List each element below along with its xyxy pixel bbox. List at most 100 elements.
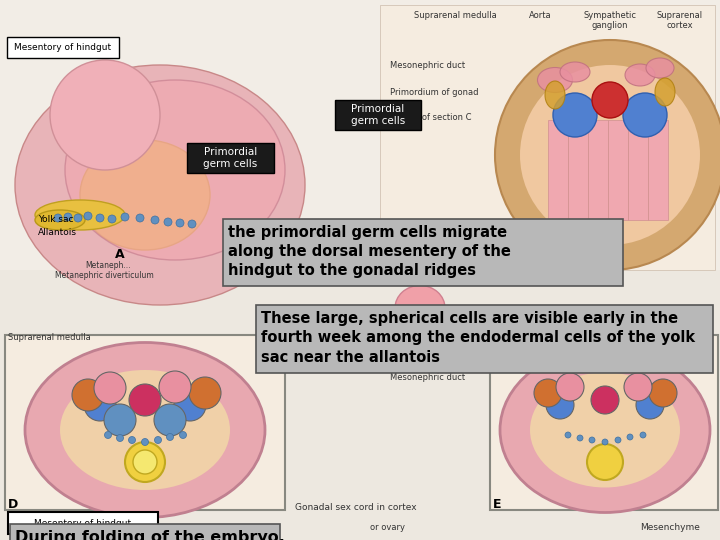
Bar [10, 524, 280, 540]
Text: Metaneph...: Metaneph... [85, 261, 130, 270]
Ellipse shape [15, 65, 305, 305]
Bar [5, 335, 285, 510]
Circle shape [129, 444, 161, 476]
Text: duct: duct [390, 353, 409, 362]
Text: Primordium of gonad: Primordium of gonad [390, 88, 479, 97]
Circle shape [624, 373, 652, 401]
Ellipse shape [60, 370, 230, 490]
Text: C: C [500, 242, 509, 255]
Circle shape [179, 431, 186, 438]
Circle shape [155, 436, 161, 443]
Ellipse shape [545, 81, 565, 109]
Text: or ovary: or ovary [370, 523, 405, 532]
Ellipse shape [495, 40, 720, 270]
Circle shape [623, 93, 667, 137]
Circle shape [640, 432, 646, 438]
Bar [0, 0, 720, 270]
Text: Primordial
germ cells: Primordial germ cells [203, 147, 258, 168]
Circle shape [188, 220, 196, 228]
Circle shape [142, 438, 148, 445]
Circle shape [591, 386, 619, 414]
Text: Mesentory of hindgut: Mesentory of hindgut [14, 43, 112, 52]
Circle shape [74, 214, 82, 222]
Circle shape [565, 432, 571, 438]
Circle shape [108, 215, 116, 223]
Circle shape [94, 372, 126, 404]
Ellipse shape [35, 210, 85, 230]
Bar [8, 512, 158, 534]
Text: Yolk sac: Yolk sac [38, 215, 73, 224]
Text: Urogenital mesentry: Urogenital mesentry [600, 333, 686, 342]
Circle shape [534, 379, 562, 407]
Circle shape [627, 434, 633, 440]
Circle shape [176, 219, 184, 227]
Circle shape [154, 404, 186, 436]
Text: During folding of the embryo,
the dorsal part of the yolk sac
is incorporated in: During folding of the embryo, the dorsal… [15, 530, 304, 540]
Text: Mesentory of hindgut: Mesentory of hindgut [35, 518, 132, 528]
Text: Suprarenal medulla: Suprarenal medulla [8, 333, 91, 342]
Circle shape [589, 437, 595, 443]
Text: Metanephric diverticulum: Metanephric diverticulum [55, 271, 154, 280]
Bar [588, 120, 608, 220]
Bar [223, 219, 623, 286]
Circle shape [636, 391, 664, 419]
Circle shape [577, 435, 583, 441]
Text: Suprarenal: Suprarenal [657, 11, 703, 20]
Circle shape [54, 214, 62, 222]
Circle shape [189, 377, 221, 409]
Ellipse shape [80, 140, 210, 250]
Ellipse shape [646, 58, 674, 78]
Text: Mesonephric duct: Mesonephric duct [390, 61, 465, 70]
Circle shape [136, 214, 144, 222]
Circle shape [72, 379, 104, 411]
Circle shape [121, 213, 129, 221]
Text: Sympathetic: Sympathetic [583, 11, 636, 20]
Text: D: D [8, 498, 18, 511]
Circle shape [125, 442, 165, 482]
Circle shape [84, 212, 92, 220]
Text: Primordial
germ cells: Primordial germ cells [351, 104, 405, 126]
Text: Paramesonephric: Paramesonephric [390, 343, 463, 352]
Circle shape [50, 60, 160, 170]
Ellipse shape [538, 68, 572, 92]
Bar [7, 37, 119, 58]
Circle shape [84, 389, 116, 421]
Circle shape [151, 216, 159, 224]
Ellipse shape [500, 348, 710, 512]
Ellipse shape [65, 80, 285, 260]
Text: – Level of section C: – Level of section C [390, 113, 472, 122]
Text: Aorta: Aorta [528, 11, 552, 20]
Bar [648, 120, 668, 220]
Bar [628, 120, 648, 220]
Circle shape [556, 373, 584, 401]
Text: Mesonephric duct: Mesonephric duct [390, 373, 465, 382]
Ellipse shape [395, 286, 445, 330]
Circle shape [546, 391, 574, 419]
Circle shape [166, 434, 174, 441]
Circle shape [615, 437, 621, 443]
Text: cortex: cortex [667, 21, 693, 30]
Circle shape [649, 379, 677, 407]
Circle shape [64, 213, 72, 221]
Ellipse shape [530, 373, 680, 488]
Text: Mesenchyme: Mesenchyme [640, 523, 700, 532]
Bar [256, 305, 713, 373]
Bar [335, 100, 421, 130]
Text: B: B [420, 330, 430, 343]
Text: These large, spherical cells are visible early in the
fourth week among the endo: These large, spherical cells are visible… [261, 311, 695, 364]
Circle shape [104, 404, 136, 436]
Circle shape [129, 384, 161, 416]
Circle shape [587, 444, 623, 480]
Text: ganglion: ganglion [592, 21, 629, 30]
Bar [0, 270, 720, 540]
Text: A: A [115, 248, 125, 261]
Circle shape [104, 431, 112, 438]
Bar [380, 5, 715, 270]
Circle shape [117, 435, 124, 442]
Ellipse shape [35, 200, 125, 230]
Circle shape [553, 93, 597, 137]
Circle shape [174, 389, 206, 421]
Ellipse shape [560, 62, 590, 82]
Ellipse shape [625, 64, 655, 86]
Text: E: E [493, 498, 502, 511]
